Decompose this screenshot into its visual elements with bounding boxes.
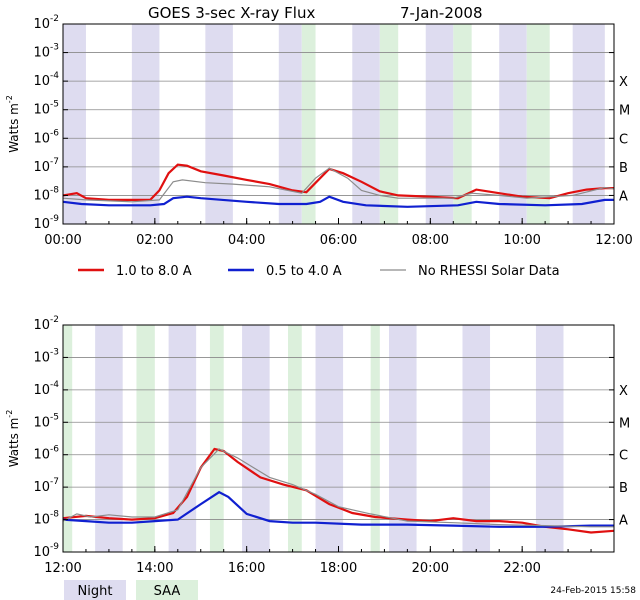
x-tick-label: 02:00 (136, 233, 173, 248)
night-band (205, 24, 233, 224)
night-band (95, 325, 123, 552)
flare-class-label: C (619, 132, 628, 147)
y-tick-label: 10-6 (33, 128, 59, 146)
night-band (131, 24, 160, 224)
y-tick-label: 10-7 (33, 477, 59, 495)
saa-band (136, 325, 155, 552)
y-tick-label: 10-2 (33, 14, 59, 32)
x-tick-label: 22:00 (503, 561, 540, 576)
night-band (499, 24, 527, 224)
band-legend-label: Night (78, 584, 113, 599)
y-tick-label: 10-9 (33, 542, 59, 560)
night-band (63, 24, 86, 224)
y-tick-label: 10-2 (33, 315, 59, 333)
y-tick-label: 10-6 (33, 445, 59, 463)
night-band (242, 325, 270, 552)
flare-class-label: A (619, 514, 628, 529)
night-band (278, 24, 302, 224)
y-tick-label: 10-4 (33, 380, 59, 398)
y-tick-label: 10-8 (33, 510, 59, 528)
y-tick-label: 10-4 (33, 71, 59, 89)
x-tick-label: 12:00 (595, 233, 632, 248)
legend-label: 0.5 to 4.0 A (266, 264, 342, 279)
band-legend-label: SAA (154, 584, 181, 599)
series-line (62, 448, 614, 528)
saa-band (209, 325, 224, 552)
x-tick-label: 10:00 (503, 233, 540, 248)
series-line (62, 163, 614, 201)
x-tick-label: 16:00 (228, 561, 265, 576)
x-tick-label: 18:00 (320, 561, 357, 576)
y-tick-label: 10-5 (33, 412, 59, 430)
y-axis-label: Watts m-2 (5, 95, 21, 153)
night-band (168, 325, 197, 552)
series-line (62, 167, 615, 203)
y-tick-label: 10-9 (33, 214, 59, 232)
band-legend-swatch (136, 580, 198, 600)
x-tick-label: 12:00 (44, 561, 81, 576)
night-band (462, 325, 491, 552)
x-tick-label: 00:00 (44, 233, 81, 248)
night-band (535, 325, 564, 552)
night-band (352, 24, 380, 224)
x-tick-label: 06:00 (320, 233, 357, 248)
legend-label: 1.0 to 8.0 A (116, 264, 192, 279)
legend-label: No RHESSI Solar Data (418, 264, 560, 279)
chart-date: 7-Jan-2008 (400, 4, 483, 22)
flare-class-label: X (619, 384, 628, 399)
flare-class-label: M (619, 104, 630, 119)
y-axis-label: Watts m-2 (5, 410, 21, 468)
flare-class-label: B (619, 481, 628, 496)
saa-band (453, 24, 472, 224)
y-tick-label: 10-3 (33, 347, 59, 365)
flare-class-label: A (619, 189, 628, 204)
x-tick-label: 08:00 (412, 233, 449, 248)
saa-band (301, 24, 316, 224)
saa-band (63, 325, 73, 552)
chart-title: GOES 3-sec X-ray Flux (148, 4, 315, 22)
legend: 1.0 to 8.0 A 0.5 to 4.0 A No RHESSI Solar … (64, 264, 560, 600)
footer-timestamp: 24-Feb-2015 15:58 (550, 586, 636, 596)
x-tick-label: 14:00 (136, 561, 173, 576)
x-tick-label: 20:00 (412, 561, 449, 576)
saa-band (287, 325, 302, 552)
night-band (315, 325, 344, 552)
y-tick-label: 10-3 (33, 43, 59, 61)
panel-2: 10-9 10-8 10-7 10-6 10-5 10-4 10-3 10-2 A B C M X Wat… (5, 315, 630, 576)
flare-class-label: B (619, 161, 628, 176)
y-tick-label: 10-5 (33, 100, 59, 118)
saa-band (370, 325, 380, 552)
flare-class-label: M (619, 416, 630, 431)
y-tick-label: 10-7 (33, 157, 59, 175)
y-tick-label: 10-8 (33, 185, 59, 203)
x-tick-label: 04:00 (228, 233, 265, 248)
series-line (62, 195, 614, 208)
night-band (425, 24, 454, 224)
flare-class-label: C (619, 449, 628, 464)
flare-class-label: X (619, 75, 628, 90)
saa-band (526, 24, 550, 224)
saa-band (379, 24, 399, 224)
series-line (62, 490, 614, 528)
night-band (389, 325, 417, 552)
band-legend-swatch (64, 580, 126, 600)
